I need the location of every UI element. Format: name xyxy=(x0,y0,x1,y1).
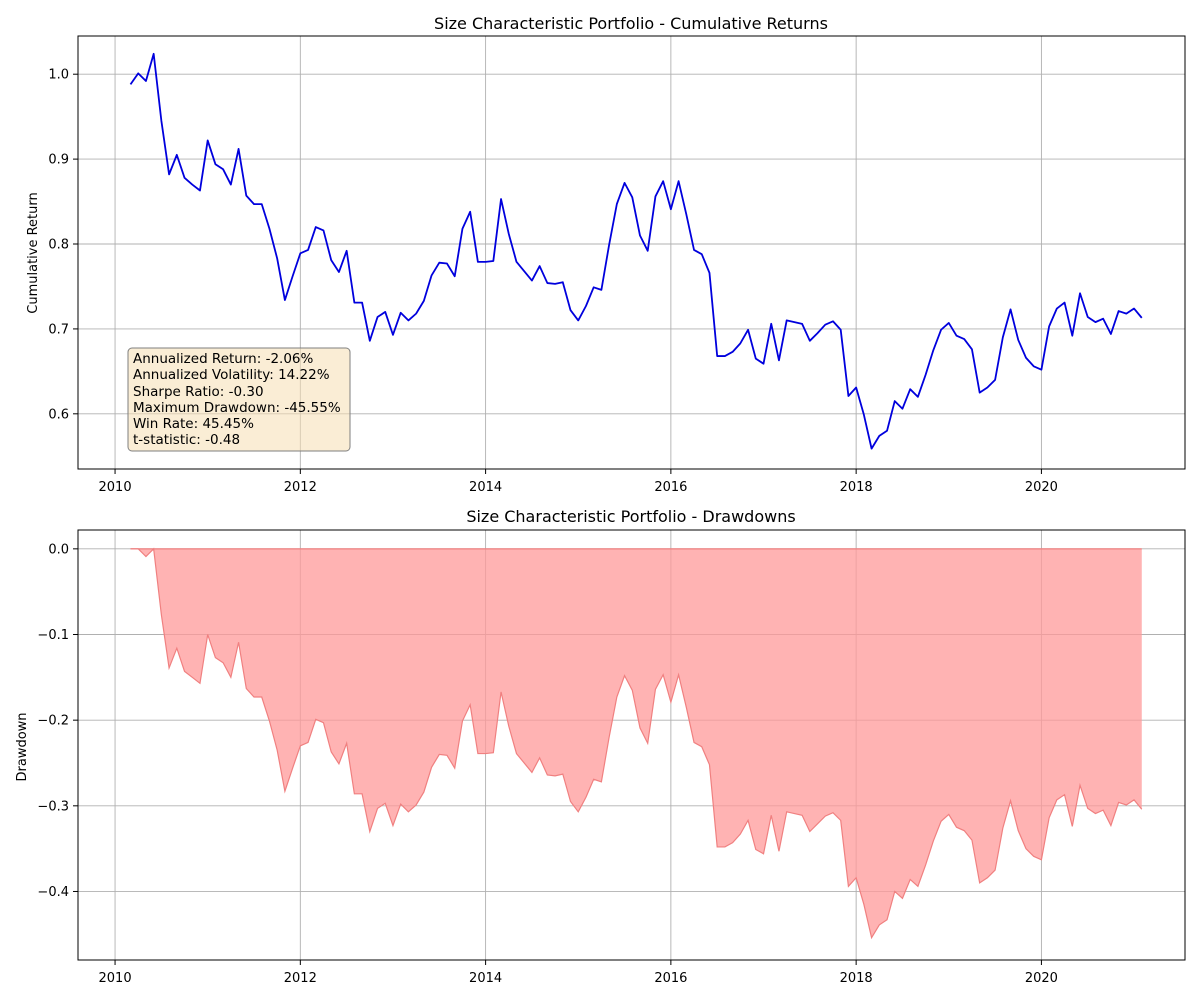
stats-box-background xyxy=(127,347,351,452)
cumulative-returns-plot-frame xyxy=(77,35,1186,470)
x-tick-label: 2014 xyxy=(469,971,502,986)
x-tick-label: 2010 xyxy=(99,971,132,986)
x-tick-label: 2020 xyxy=(1025,971,1058,986)
cumulative-returns-x-ticks: 2010 2012 2014 2016 2018 2020 xyxy=(99,469,1058,495)
y-tick-label: −0.3 xyxy=(37,799,69,814)
cumulative-returns-y-axis-label: Cumulative Return xyxy=(26,192,41,313)
cumulative-returns-chart: Size Characteristic Portfolio - Cumulati… xyxy=(26,14,1186,495)
drawdowns-y-axis-label: Drawdown xyxy=(15,712,30,781)
stats-sharpe-ratio: Sharpe Ratio: -0.30 xyxy=(133,384,264,400)
y-tick-label: 0.7 xyxy=(48,322,69,337)
y-tick-label: −0.2 xyxy=(37,714,69,729)
stats-annualized-volatility: Annualized Volatility: 14.22% xyxy=(133,367,330,383)
y-tick-label: −0.4 xyxy=(37,885,69,900)
y-tick-label: 0.8 xyxy=(48,238,69,253)
stats-t-statistic: t-statistic: -0.48 xyxy=(133,432,240,448)
y-tick-label: 1.0 xyxy=(48,68,69,83)
cumulative-returns-title: Size Characteristic Portfolio - Cumulati… xyxy=(434,14,828,33)
stats-box: Annualized Return: -2.06% Annualized Vol… xyxy=(127,347,351,452)
x-tick-label: 2018 xyxy=(840,480,873,495)
stats-maximum-drawdown: Maximum Drawdown: -45.55% xyxy=(133,400,341,416)
drawdowns-chart: Size Characteristic Portfolio - Drawdown… xyxy=(15,507,1186,986)
drawdown-area xyxy=(130,548,1142,938)
y-tick-label: 0.9 xyxy=(48,153,69,168)
drawdowns-y-ticks: 0.0 −0.1 −0.2 −0.3 −0.4 xyxy=(37,542,78,900)
y-tick-label: 0.6 xyxy=(48,407,69,422)
x-tick-label: 2012 xyxy=(284,971,317,986)
x-tick-label: 2016 xyxy=(654,480,687,495)
cumulative-returns-series xyxy=(129,52,1143,450)
drawdowns-plot-frame xyxy=(77,529,1186,961)
cumulative-return-line xyxy=(129,52,1143,450)
x-tick-label: 2018 xyxy=(840,971,873,986)
x-tick-label: 2016 xyxy=(654,971,687,986)
drawdown-line xyxy=(130,547,1143,940)
y-tick-label: −0.1 xyxy=(37,628,69,643)
x-tick-label: 2012 xyxy=(284,480,317,495)
drawdowns-title: Size Characteristic Portfolio - Drawdown… xyxy=(466,507,795,526)
stats-annualized-return: Annualized Return: -2.06% xyxy=(133,351,313,367)
cumulative-returns-y-ticks: 0.6 0.7 0.8 0.9 1.0 xyxy=(48,68,78,422)
drawdowns-series xyxy=(130,547,1143,940)
stats-win-rate: Win Rate: 45.45% xyxy=(133,416,254,432)
y-tick-label: 0.0 xyxy=(48,542,69,557)
x-tick-label: 2020 xyxy=(1025,480,1058,495)
x-tick-label: 2014 xyxy=(469,480,502,495)
x-tick-label: 2010 xyxy=(99,480,132,495)
drawdowns-x-ticks: 2010 2012 2014 2016 2018 2020 xyxy=(99,960,1058,986)
